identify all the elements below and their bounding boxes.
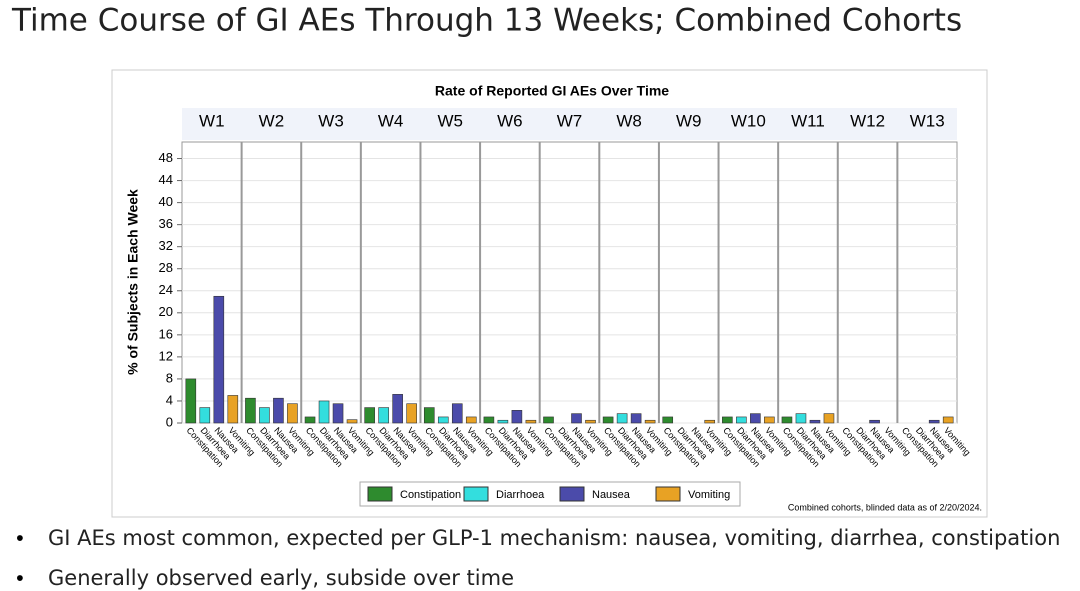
bar [406,403,417,424]
bar [781,416,793,424]
legend-swatch [655,486,681,502]
bar [823,413,835,424]
legend-label: Constipation [400,489,461,501]
panel-label: W2 [259,111,285,130]
bar [451,403,463,424]
bar [630,413,642,424]
bar [392,394,403,424]
bar [616,413,628,424]
legend-swatch [559,486,585,502]
panel-label: W4 [378,111,404,130]
legend-label: Diarrhoea [496,489,545,501]
y-tick-label: 28 [159,260,173,275]
page-title: Time Course of GI AEs Through 13 Weeks; … [11,3,962,39]
bar [437,416,449,424]
bullet-dot: • [14,567,26,591]
bar [346,419,358,424]
panel-label: W1 [199,111,225,130]
y-tick-label: 40 [159,194,173,209]
chart-title: Rate of Reported GI AEs Over Time [435,83,669,99]
bar [378,407,389,424]
bar [423,407,435,424]
y-axis-label: % of Subjects in Each Week [125,189,141,375]
y-tick-label: 16 [159,326,173,341]
bullet: Generally observed early, subside over t… [48,566,514,590]
bar [644,419,656,424]
bar [332,403,344,424]
y-tick-label: 48 [159,150,173,165]
bar [795,413,807,424]
panel-label: W7 [557,111,583,130]
panel-label: W3 [318,111,344,130]
legend-swatch [463,486,489,502]
y-tick-label: 12 [159,348,173,363]
bar [750,413,761,424]
y-tick-label: 0 [166,414,173,429]
bar [602,416,614,424]
panel-label: W12 [850,111,885,130]
bar [273,397,284,424]
bar [287,403,298,424]
legend-label: Nausea [592,489,631,501]
bar [571,413,582,424]
panel-label: W10 [731,111,766,130]
bar [497,419,509,424]
legend-swatch [367,486,393,502]
bar [525,419,537,424]
bar [704,419,716,424]
y-tick-label: 8 [166,370,173,385]
y-tick-label: 24 [159,282,173,297]
panel-label: W11 [791,111,825,130]
bar [245,397,256,424]
legend-box [359,481,741,507]
bar [364,407,375,424]
bullet-dot: • [14,527,26,551]
bar [185,378,197,424]
bar [722,416,733,424]
legend-label: Vomiting [688,489,730,501]
header-band [182,108,957,140]
bar [809,419,821,424]
bar [662,416,674,424]
y-tick-label: 4 [166,392,173,407]
bar [942,416,954,424]
bar [764,416,775,424]
y-tick-label: 44 [159,172,173,187]
y-tick-label: 20 [159,304,173,319]
bar [213,295,225,424]
bar [511,410,523,424]
bar [585,419,596,424]
bullet: GI AEs most common, expected per GLP-1 m… [48,526,1060,550]
footnote: Combined cohorts, blinded data as of 2/2… [788,502,982,512]
panel-label: W5 [438,111,464,130]
bar [227,395,239,424]
panel-label: W8 [616,111,642,130]
bar [199,407,211,424]
bar [483,416,495,424]
bar [869,419,880,424]
panel-label: W9 [676,111,702,130]
bar [304,416,316,424]
y-tick-label: 36 [159,216,173,231]
bar [736,416,747,424]
bar [318,400,330,424]
bar [928,419,940,424]
panel-label: W6 [497,111,523,130]
bar [543,416,554,424]
bar [259,407,270,424]
panel-label: W13 [910,111,945,130]
y-tick-label: 32 [159,238,173,253]
bar [465,416,477,424]
plot-area [181,141,958,424]
